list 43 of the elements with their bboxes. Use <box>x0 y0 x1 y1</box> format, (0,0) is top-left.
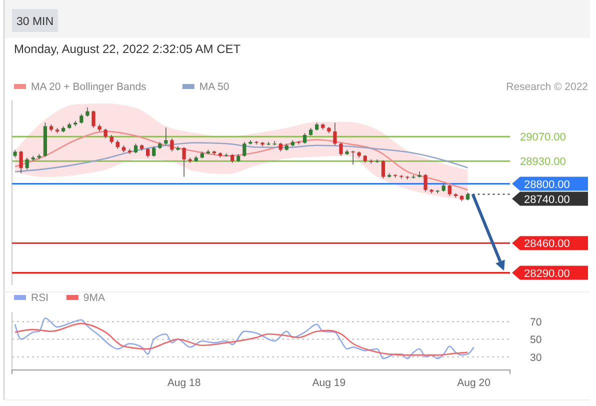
candlestick <box>19 150 23 174</box>
candlestick <box>424 174 428 192</box>
legend-label: 9MA <box>83 292 105 304</box>
candlestick <box>242 141 246 158</box>
chart-subtitle: Monday, August 22, 2022 2:32:05 AM CET <box>14 42 242 56</box>
x-tick-label: Aug 20 <box>457 377 491 389</box>
ref-line-label: 28740.00 <box>524 194 570 206</box>
candlestick <box>146 148 150 158</box>
ref-line-label: 29070.00 <box>520 132 566 144</box>
candlestick <box>339 142 343 156</box>
legend-label: RSI <box>31 292 49 304</box>
ref-line-label: 28460.00 <box>524 238 570 250</box>
text: Research © 2022 <box>506 81 588 93</box>
candlestick <box>448 184 452 196</box>
candlestick <box>182 146 186 178</box>
candlestick <box>164 127 168 146</box>
candlestick <box>266 141 270 146</box>
legend-label: MA 20 + Bollinger Bands <box>31 81 146 93</box>
x-tick-label: Aug 19 <box>312 377 346 389</box>
candlestick <box>80 114 84 124</box>
candlestick <box>92 110 96 128</box>
y-tick-label: 70 <box>530 316 542 329</box>
candlestick <box>104 128 108 139</box>
candlestick <box>134 143 138 154</box>
ref-line-label: 28800.00 <box>524 178 570 191</box>
candlestick <box>272 140 276 146</box>
candlestick <box>351 150 355 165</box>
candlestick <box>381 160 386 179</box>
ref-line-label: 28290.00 <box>524 268 570 280</box>
text: 30 MIN <box>16 16 54 28</box>
x-tick-label: Aug 18 <box>167 377 201 389</box>
candlestick <box>86 107 90 117</box>
candlestick <box>170 138 174 152</box>
candlestick <box>152 146 156 158</box>
candlestick <box>25 157 29 170</box>
line-series <box>14 318 474 360</box>
line-series <box>14 322 468 356</box>
y-tick-label: 50 <box>530 334 542 346</box>
candlestick <box>333 122 337 146</box>
legend-label: MA 50 <box>199 81 230 93</box>
ref-line-label: 28930.00 <box>520 156 566 168</box>
y-tick-label: 30 <box>530 352 542 364</box>
candlestick <box>302 132 307 144</box>
